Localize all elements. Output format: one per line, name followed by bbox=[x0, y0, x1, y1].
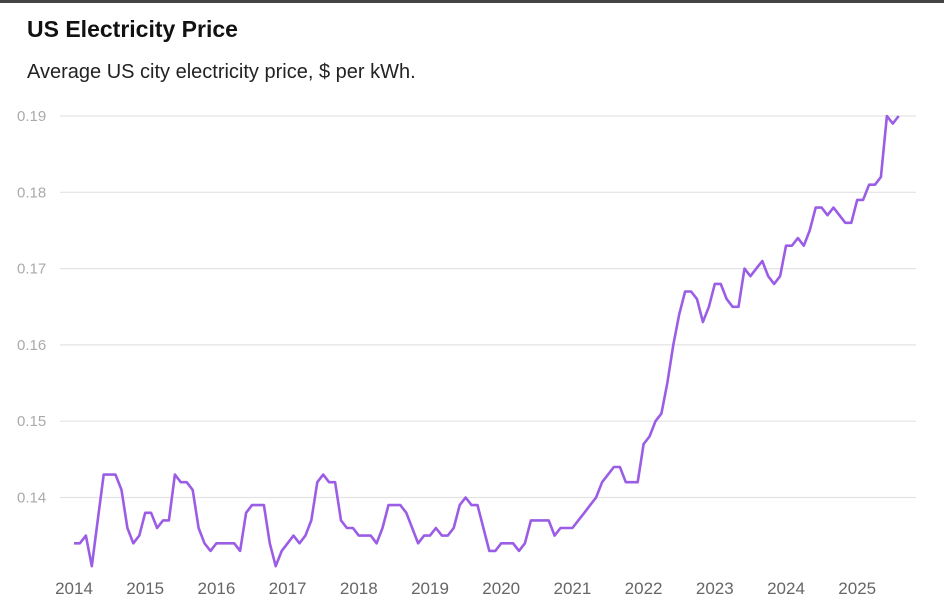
x-tick-label: 2021 bbox=[553, 579, 591, 598]
x-tick-label: 2024 bbox=[767, 579, 805, 598]
y-tick-label: 0.17 bbox=[17, 261, 46, 278]
x-tick-label: 2023 bbox=[696, 579, 734, 598]
y-tick-label: 0.16 bbox=[17, 337, 46, 354]
x-tick-label: 2022 bbox=[625, 579, 663, 598]
x-tick-label: 2019 bbox=[411, 579, 449, 598]
y-tick-label: 0.19 bbox=[17, 108, 46, 125]
price-series-line bbox=[74, 114, 900, 568]
chart-subtitle: Average US city electricity price, $ per… bbox=[27, 61, 416, 83]
y-tick-label: 0.15 bbox=[17, 413, 46, 430]
y-tick-label: 0.14 bbox=[17, 490, 46, 507]
y-tick-label: 0.18 bbox=[17, 184, 46, 201]
chart-title: US Electricity Price bbox=[27, 16, 238, 42]
x-tick-label: 2015 bbox=[126, 579, 164, 598]
x-tick-label: 2018 bbox=[340, 579, 378, 598]
top-border bbox=[0, 0, 944, 3]
x-tick-label: 2014 bbox=[55, 579, 93, 598]
x-tick-label: 2020 bbox=[482, 579, 520, 598]
x-tick-label: 2025 bbox=[838, 579, 876, 598]
x-tick-label: 2017 bbox=[269, 579, 307, 598]
x-tick-label: 2016 bbox=[197, 579, 235, 598]
